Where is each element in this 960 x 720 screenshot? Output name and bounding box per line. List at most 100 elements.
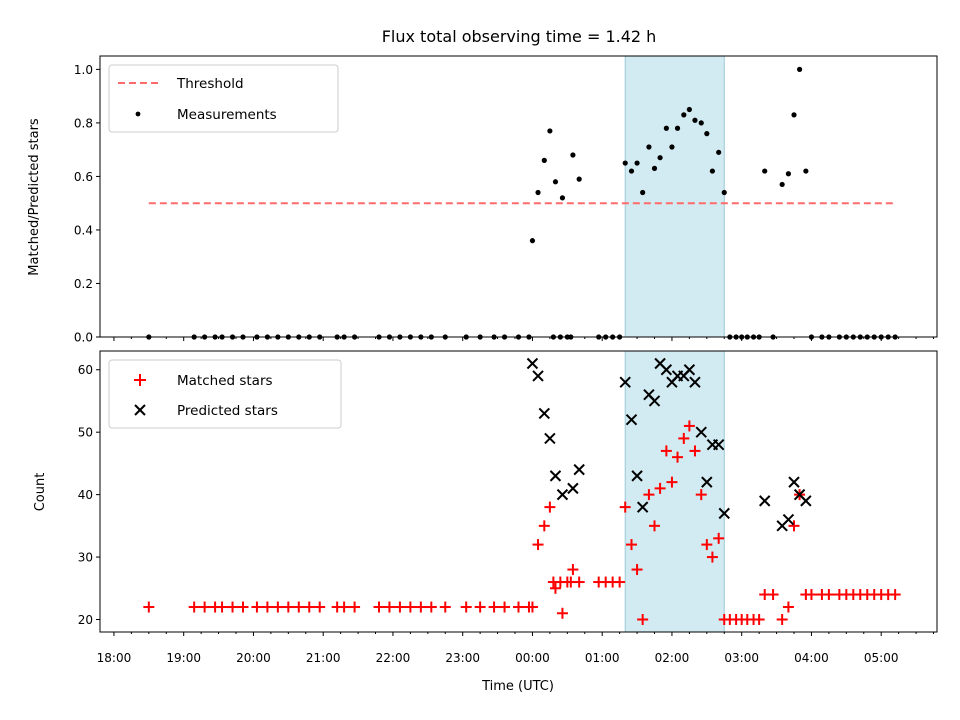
predicted-star-point — [788, 476, 800, 488]
measurement-point — [570, 152, 576, 158]
measurement-point — [651, 165, 658, 171]
matched-star-point — [666, 476, 678, 488]
measurement-point — [698, 120, 704, 126]
matched-star-point — [373, 601, 385, 613]
matched-star-point — [660, 445, 672, 457]
bottom-legend-box — [108, 359, 342, 429]
measurement-point — [657, 155, 663, 161]
predicted-star-point — [538, 407, 551, 420]
predicted-star-point — [532, 370, 544, 382]
matched-star-point — [349, 601, 361, 613]
observing-window-span — [624, 55, 725, 338]
matched-star-point — [293, 601, 305, 613]
measurement-point — [622, 160, 628, 166]
predicted-star-point — [526, 357, 539, 370]
matched-star-point — [513, 601, 524, 613]
measurement-point — [709, 168, 716, 174]
x-axis-title: Time (UTC) — [481, 679, 554, 694]
measurement-point — [669, 144, 675, 150]
matched-star-point — [767, 589, 779, 601]
measurement-point — [559, 195, 566, 201]
bottom-y-tick-label: 40 — [78, 488, 93, 502]
predicted-star-point — [800, 495, 812, 507]
top-y-tick-label: 0.6 — [74, 170, 93, 184]
predicted-star-point — [695, 426, 707, 438]
measurement-point — [535, 189, 541, 196]
legend-matched-swatch — [134, 374, 146, 386]
matched-star-point — [272, 601, 284, 613]
x-tick-label: 21:00 — [306, 651, 341, 665]
matched-star-point — [683, 420, 695, 432]
matched-star-point — [532, 539, 544, 551]
predicted-star-point — [648, 395, 661, 407]
predicted-star-point — [701, 476, 713, 488]
matched-star-point — [823, 589, 835, 601]
bottom-y-axis-title: Count — [33, 473, 48, 512]
measurement-point — [634, 160, 640, 166]
x-tick-label: 03:00 — [724, 651, 759, 665]
matched-star-point — [314, 601, 326, 613]
x-tick-label: 19:00 — [166, 651, 201, 665]
predicted-star-point — [625, 413, 638, 426]
top-panel: 0.0 0.2 0.4 0.6 0.8 1.0 Matched/Predicted sta… — [27, 55, 938, 345]
top-y-tick-label: 0.2 — [74, 277, 93, 291]
matched-star-point — [776, 614, 788, 626]
x-tick-label: 18:00 — [97, 651, 132, 665]
matched-star-point — [625, 539, 637, 551]
matched-star-point — [261, 601, 273, 613]
matched-star-point — [631, 564, 643, 576]
matched-star-point — [567, 564, 579, 576]
predicted-star-point — [573, 463, 585, 476]
measurement-point — [686, 106, 692, 113]
matched-star-point — [678, 432, 690, 444]
measurement-point — [681, 112, 687, 118]
matched-star-point — [488, 601, 500, 613]
matched-star-point — [701, 539, 713, 551]
measurement-point — [803, 168, 809, 174]
measurement-point — [541, 157, 547, 163]
measurement-point — [547, 128, 553, 134]
predicted-star-point — [689, 376, 701, 388]
bottom-y-tick-label: 50 — [78, 426, 93, 440]
bottom-panel: 20 30 40 50 60 18:00 19:00 20:00 21:00 22:00 23:00… — [33, 350, 938, 694]
observing-window-span — [624, 350, 725, 633]
matched-star-point — [788, 520, 800, 532]
measurement-point — [721, 189, 727, 196]
matched-star-point — [706, 551, 718, 563]
matched-star-point — [394, 601, 406, 613]
matched-star-point — [425, 601, 437, 613]
measurement-point — [674, 125, 681, 131]
x-tick-label: 23:00 — [445, 651, 480, 665]
bottom-legend: Matched stars Predicted stars — [108, 359, 342, 429]
measurement-point — [663, 125, 669, 131]
predicted-star-point — [718, 507, 730, 520]
matched-star-point — [643, 489, 655, 501]
top-y-tick-label: 1.0 — [74, 63, 93, 77]
predicted-star-point — [549, 470, 562, 482]
matched-star-point — [889, 589, 901, 601]
matched-star-point — [526, 601, 538, 613]
matched-star-point — [544, 501, 556, 513]
matched-star-point — [460, 601, 472, 613]
matched-star-point — [782, 601, 794, 613]
matched-star-point — [556, 607, 568, 619]
matched-star-point — [143, 601, 155, 613]
predicted-star-point — [636, 501, 649, 513]
measurement-point — [576, 176, 582, 182]
legend-measurements-swatch — [135, 111, 141, 117]
predicted-star-point — [567, 482, 579, 495]
matched-star-point — [805, 589, 817, 601]
predicted-star-point — [619, 376, 631, 388]
x-tick-label: 01:00 — [585, 651, 620, 665]
matched-star-point — [383, 601, 395, 613]
matched-star-point — [649, 520, 661, 532]
measurement-point — [796, 66, 803, 72]
matched-star-point — [227, 601, 239, 613]
matched-star-point — [499, 601, 511, 613]
matched-star-point — [549, 582, 561, 594]
measurement-point — [529, 238, 536, 244]
legend-matched-label: Matched stars — [177, 373, 273, 389]
measurement-point — [628, 168, 635, 174]
matched-star-point — [251, 601, 263, 613]
